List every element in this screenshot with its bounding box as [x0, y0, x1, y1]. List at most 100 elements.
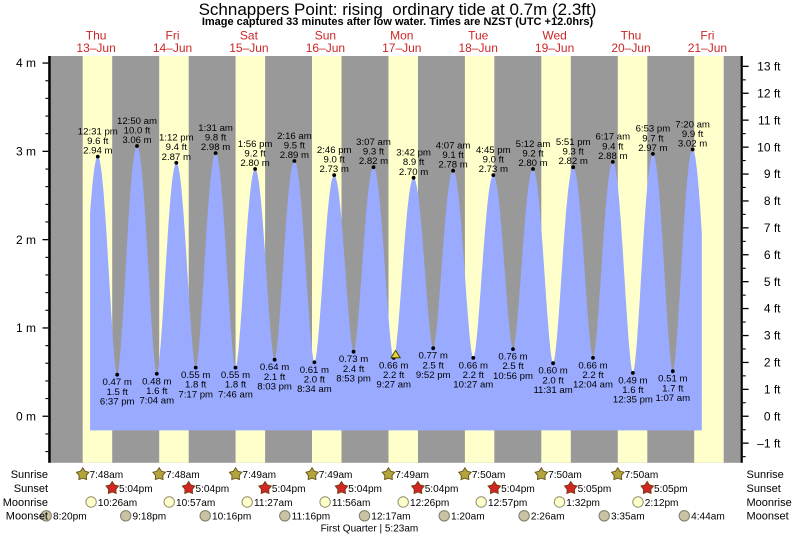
svg-text:First Quarter | 5:23am: First Quarter | 5:23am: [321, 524, 419, 535]
svg-text:2.82 m: 2.82 m: [559, 156, 588, 167]
svg-text:0.77 m: 0.77 m: [419, 351, 448, 362]
svg-text:9.3 ft: 9.3 ft: [563, 147, 585, 158]
svg-text:10:57am: 10:57am: [176, 498, 215, 509]
svg-text:10:26am: 10:26am: [98, 498, 137, 509]
svg-text:2:12pm: 2:12pm: [645, 498, 679, 509]
svg-text:7:20 am: 7:20 am: [675, 119, 710, 130]
svg-text:Sat: Sat: [240, 28, 259, 42]
svg-text:7:49am: 7:49am: [319, 470, 353, 481]
svg-text:0.76 m: 0.76 m: [498, 352, 527, 363]
svg-text:7:46 am: 7:46 am: [218, 389, 253, 400]
svg-text:2.97 m: 2.97 m: [638, 143, 667, 154]
svg-text:10 ft: 10 ft: [757, 140, 781, 154]
svg-text:Fri: Fri: [700, 28, 714, 42]
svg-text:2.88 m: 2.88 m: [598, 151, 627, 162]
svg-text:7:48am: 7:48am: [90, 470, 124, 481]
svg-text:Schnappers Point: rising ordi: Schnappers Point: rising ordinary tide a…: [199, 0, 597, 19]
svg-text:1:12 pm: 1:12 pm: [159, 133, 194, 144]
svg-text:Sunrise: Sunrise: [11, 469, 48, 481]
svg-text:6:17 am: 6:17 am: [595, 132, 630, 143]
svg-text:2:26am: 2:26am: [531, 512, 565, 523]
svg-text:12:31 pm: 12:31 pm: [78, 126, 118, 137]
svg-text:2.2 ft: 2.2 ft: [383, 370, 405, 381]
svg-text:7 ft: 7 ft: [764, 221, 781, 235]
svg-text:9.1 ft: 9.1 ft: [442, 150, 464, 161]
svg-text:2.73 m: 2.73 m: [479, 164, 508, 175]
svg-text:1:20am: 1:20am: [451, 512, 485, 523]
svg-text:20–Jun: 20–Jun: [611, 41, 650, 55]
svg-text:5 ft: 5 ft: [764, 275, 781, 289]
svg-text:1 ft: 1 ft: [764, 383, 781, 397]
svg-text:Moonset: Moonset: [747, 511, 789, 523]
svg-text:2.0 ft: 2.0 ft: [542, 375, 564, 386]
svg-text:7:49am: 7:49am: [395, 470, 429, 481]
svg-text:9.9 ft: 9.9 ft: [682, 129, 704, 140]
svg-text:8:03 pm: 8:03 pm: [257, 381, 292, 392]
svg-text:1:56 pm: 1:56 pm: [238, 139, 273, 150]
svg-text:7:49am: 7:49am: [242, 470, 276, 481]
svg-text:5:04pm: 5:04pm: [196, 484, 230, 495]
svg-text:5:05pm: 5:05pm: [654, 484, 688, 495]
svg-text:12:04 am: 12:04 am: [573, 380, 613, 391]
svg-text:9.4 ft: 9.4 ft: [602, 141, 624, 152]
svg-text:2.89 m: 2.89 m: [280, 150, 309, 161]
svg-text:Tue: Tue: [468, 28, 489, 42]
svg-text:6:37 pm: 6:37 pm: [100, 396, 135, 407]
svg-text:14–Jun: 14–Jun: [153, 41, 192, 55]
svg-text:12:17am: 12:17am: [371, 512, 410, 523]
svg-text:2.70 m: 2.70 m: [399, 167, 428, 178]
svg-text:0.47 m: 0.47 m: [103, 377, 132, 388]
svg-text:0 ft: 0 ft: [764, 409, 781, 423]
svg-text:1 m: 1 m: [16, 321, 36, 335]
svg-text:2.87 m: 2.87 m: [162, 152, 191, 163]
svg-text:8:34 am: 8:34 am: [297, 384, 332, 395]
svg-text:18–Jun: 18–Jun: [459, 41, 498, 55]
svg-text:5:04pm: 5:04pm: [119, 484, 153, 495]
svg-text:2.78 m: 2.78 m: [438, 160, 467, 171]
svg-text:13–Jun: 13–Jun: [76, 41, 115, 55]
svg-text:5:04pm: 5:04pm: [348, 484, 382, 495]
svg-text:0.64 m: 0.64 m: [260, 362, 289, 373]
svg-text:2.5 ft: 2.5 ft: [423, 360, 445, 371]
svg-text:5:04pm: 5:04pm: [425, 484, 459, 495]
svg-text:1.5 ft: 1.5 ft: [107, 387, 129, 398]
svg-text:13 ft: 13 ft: [757, 60, 781, 74]
svg-text:2:46 pm: 2:46 pm: [317, 145, 352, 156]
svg-text:Image captured 33 minutes afte: Image captured 33 minutes after low wate…: [202, 16, 594, 28]
svg-text:16–Jun: 16–Jun: [306, 41, 345, 55]
svg-text:12 ft: 12 ft: [757, 86, 781, 100]
svg-text:1:07 am: 1:07 am: [655, 393, 690, 404]
svg-text:11:16pm: 11:16pm: [292, 512, 331, 523]
svg-text:12:50 am: 12:50 am: [117, 116, 157, 127]
svg-text:9.3 ft: 9.3 ft: [363, 147, 385, 158]
svg-text:9.8 ft: 9.8 ft: [205, 133, 227, 144]
svg-text:7:48am: 7:48am: [166, 470, 200, 481]
svg-text:3.06 m: 3.06 m: [122, 135, 151, 146]
svg-text:2.2 ft: 2.2 ft: [582, 370, 604, 381]
svg-text:3:35am: 3:35am: [611, 512, 645, 523]
svg-text:10:56 pm: 10:56 pm: [493, 371, 533, 382]
svg-text:19–Jun: 19–Jun: [535, 41, 574, 55]
svg-text:10:27 am: 10:27 am: [453, 380, 493, 391]
svg-text:1.7 ft: 1.7 ft: [662, 383, 684, 394]
svg-text:2.2 ft: 2.2 ft: [463, 370, 485, 381]
svg-text:3 m: 3 m: [16, 145, 36, 159]
svg-text:9.4 ft: 9.4 ft: [166, 142, 188, 153]
svg-text:4:45 pm: 4:45 pm: [476, 145, 511, 156]
svg-text:9.2 ft: 9.2 ft: [244, 148, 266, 159]
svg-text:Moonset: Moonset: [6, 511, 48, 523]
svg-text:2.80 m: 2.80 m: [518, 158, 547, 169]
svg-text:2.5 ft: 2.5 ft: [502, 361, 524, 372]
svg-text:2.1 ft: 2.1 ft: [264, 372, 286, 383]
svg-text:0.73 m: 0.73 m: [339, 354, 368, 365]
svg-text:2.4 ft: 2.4 ft: [343, 364, 365, 375]
svg-text:0 m: 0 m: [16, 409, 36, 423]
svg-text:1:31 am: 1:31 am: [198, 123, 233, 134]
svg-text:11:56am: 11:56am: [332, 498, 371, 509]
svg-text:Sunset: Sunset: [14, 483, 48, 495]
svg-text:5:04pm: 5:04pm: [272, 484, 306, 495]
svg-text:12:26pm: 12:26pm: [410, 498, 449, 509]
svg-text:Moonrise: Moonrise: [747, 497, 792, 509]
svg-text:10:16pm: 10:16pm: [212, 512, 251, 523]
svg-text:0.51 m: 0.51 m: [658, 374, 687, 385]
